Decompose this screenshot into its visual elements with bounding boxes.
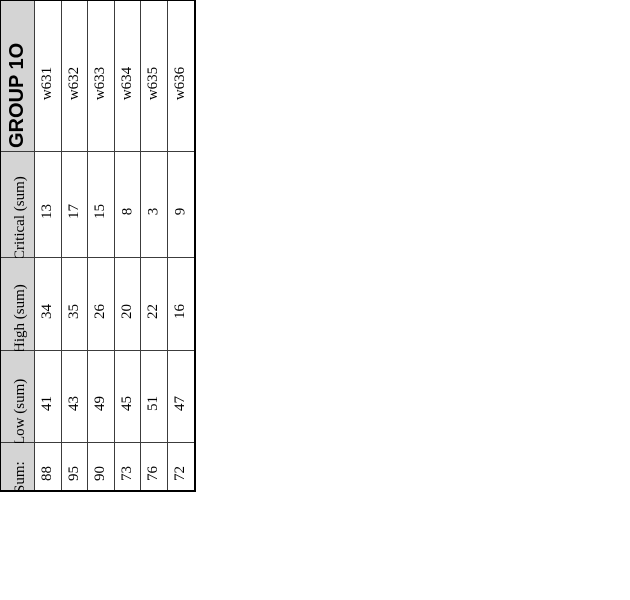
column-header-w636: w636 [167, 1, 194, 152]
column-header-w635: w635 [141, 1, 168, 152]
data-cell: 90 [88, 443, 115, 490]
row-label-critical-sum: Critical (sum) [1, 152, 35, 260]
data-cell: 41 [35, 351, 62, 443]
data-cell: 3 [141, 152, 168, 258]
data-cell: 16 [167, 258, 194, 351]
data-cell: 45 [114, 351, 141, 443]
corner-header-cell: GROUP 1O [1, 1, 35, 152]
data-cell: 43 [61, 351, 88, 443]
column-header-w634: w634 [114, 1, 141, 152]
rotated-summary-table: GROUP 1O w631 w632 w633 w634 w635 w636 C… [0, 0, 196, 493]
data-cell: 22 [141, 258, 168, 351]
data-cell: 95 [62, 443, 88, 490]
data-cell: 88 [35, 443, 62, 490]
row-label-high-sum: High (sum) [1, 258, 35, 353]
data-cell: 20 [114, 258, 141, 351]
column-header-w631: w631 [35, 1, 62, 152]
data-cell: 73 [115, 443, 141, 490]
data-cell: 17 [61, 152, 88, 258]
data-cell: 76 [141, 443, 168, 490]
column-header-w633: w633 [88, 1, 115, 152]
data-cell: 8 [114, 152, 141, 258]
data-cell: 26 [88, 258, 115, 351]
data-cell: 34 [35, 258, 62, 351]
data-cell: 13 [35, 152, 62, 258]
data-cell: 72 [172, 466, 189, 481]
row-label-low-sum: Low (sum) [1, 351, 35, 445]
column-header-w632: w632 [61, 1, 88, 152]
data-cell: 47 [167, 351, 194, 443]
data-cell: 9 [167, 152, 194, 258]
data-cell: 51 [141, 351, 168, 443]
group-title: GROUP 1O [6, 42, 28, 148]
data-cell: 49 [88, 351, 115, 443]
data-cell: 35 [61, 258, 88, 351]
row-label-sum-total: Sum: [1, 443, 35, 493]
data-cell: 15 [88, 152, 115, 258]
